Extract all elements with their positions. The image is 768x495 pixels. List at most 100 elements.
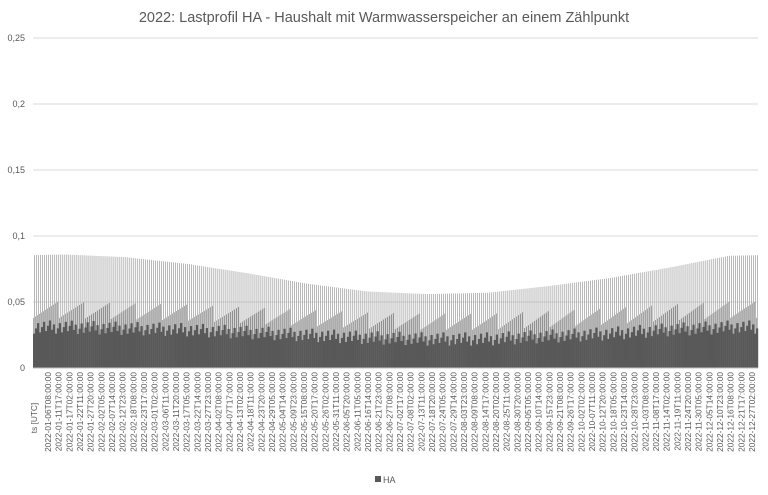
bar-peak [401, 292, 403, 368]
bar-peak [196, 265, 198, 368]
bar-base [88, 331, 91, 368]
bar-peak [371, 291, 373, 368]
bar-peak [546, 286, 548, 368]
bar-base [622, 339, 626, 368]
bar-base [640, 334, 643, 368]
bar-base [146, 324, 149, 368]
x-tick-label: 2022-02-02T05:00:00 [96, 372, 106, 452]
bar-base [585, 339, 588, 368]
bar-peak [169, 261, 170, 368]
bar-base [96, 325, 99, 368]
bar-peak [530, 288, 532, 368]
bar-base [150, 328, 153, 368]
bar-peak [73, 254, 75, 368]
bar-peak [161, 261, 162, 368]
bar-peak [336, 287, 337, 368]
bar-base [469, 345, 473, 368]
bar-peak [602, 279, 603, 368]
bar-base [545, 331, 548, 368]
x-tick-label: 2022-04-02T08:00:00 [214, 372, 224, 452]
bar-peak [455, 293, 456, 368]
bar-base [221, 330, 224, 368]
x-tick-label: 2022-06-05T20:00:00 [342, 372, 352, 452]
x-tick-label: 2022-06-11T05:00:00 [352, 372, 362, 452]
bar-peak [544, 286, 546, 368]
bar-peak [643, 271, 645, 368]
bar-base [710, 334, 713, 368]
bar-base [86, 322, 89, 368]
bar-peak [554, 285, 556, 368]
x-tick-label: 2022-03-01T02:00:00 [150, 372, 160, 452]
bar-peak [419, 293, 421, 368]
bar-base [332, 329, 336, 368]
bar-peak [717, 258, 719, 368]
bar-base [128, 328, 131, 368]
bar-peak [75, 254, 77, 368]
bar-base [587, 334, 590, 368]
x-axis-ticks: 2022-01-06T08:00:00 2022-01-11T17:00:00 20… [43, 372, 757, 452]
bar-peak [310, 284, 311, 368]
bar-peak [300, 282, 301, 368]
bar-base [92, 321, 95, 368]
x-tick-label: 2022-10-18T05:00:00 [608, 372, 618, 452]
bar-peak [294, 281, 295, 368]
bar-base [275, 335, 278, 368]
bar-base [479, 333, 483, 368]
bar-base [366, 342, 369, 368]
bar-peak [159, 260, 160, 368]
bar-peak [459, 293, 460, 368]
bar-peak [661, 268, 663, 368]
bar-base [489, 336, 493, 368]
bar-base [521, 337, 524, 368]
bar-base [652, 330, 655, 368]
bar-base [376, 331, 379, 368]
x-tick-label: 2022-03-11T20:00:00 [171, 372, 181, 452]
bar-base [660, 323, 663, 368]
bar-base [448, 345, 451, 368]
x-tick-label: 2022-01-17T02:00:00 [64, 372, 74, 452]
bar-base [64, 321, 67, 368]
bar-peak [220, 269, 222, 368]
bar-base [211, 326, 214, 368]
bar-base [138, 331, 141, 368]
bar-base [702, 326, 705, 368]
x-tick-label: 2022-05-20T17:00:00 [310, 372, 320, 452]
bar-peak [127, 257, 129, 368]
bar-peak [365, 291, 367, 368]
bar-peak [389, 292, 391, 368]
bar-peak [415, 293, 417, 368]
bar-base [406, 339, 409, 368]
bar-base [416, 342, 419, 368]
bar-peak [363, 291, 365, 368]
bar-base [301, 340, 304, 368]
bar-base [48, 320, 52, 368]
bar-base [386, 334, 389, 368]
bar-peak [653, 270, 655, 368]
bar-peak [97, 255, 99, 368]
bar-base [529, 330, 532, 368]
bar-base [728, 329, 731, 368]
bar-base [36, 323, 40, 368]
x-tick-label: 2022-04-18T11:00:00 [246, 372, 256, 452]
bar-peak [733, 255, 734, 368]
x-tick-label: 2022-01-22T11:00:00 [75, 372, 85, 452]
x-tick-label: 2022-10-23T14:00:00 [619, 372, 629, 452]
bar-base [293, 331, 296, 368]
bar-base [428, 340, 431, 368]
bar-peak [737, 255, 738, 368]
bar-base [690, 330, 693, 368]
bar-base [106, 328, 109, 368]
bar-peak [175, 262, 176, 368]
bar-peak [373, 291, 375, 368]
bar-peak [49, 254, 51, 368]
bar-base [307, 339, 310, 368]
bar-base [38, 332, 42, 368]
bar-base [593, 332, 596, 368]
bar-base [543, 336, 546, 368]
bar-peak [596, 279, 597, 368]
bar-base [219, 335, 222, 368]
x-tick-label: 2022-12-16T08:00:00 [726, 372, 736, 452]
bar-peak [399, 292, 401, 368]
bar-peak [181, 263, 182, 368]
bar-peak [204, 266, 206, 368]
